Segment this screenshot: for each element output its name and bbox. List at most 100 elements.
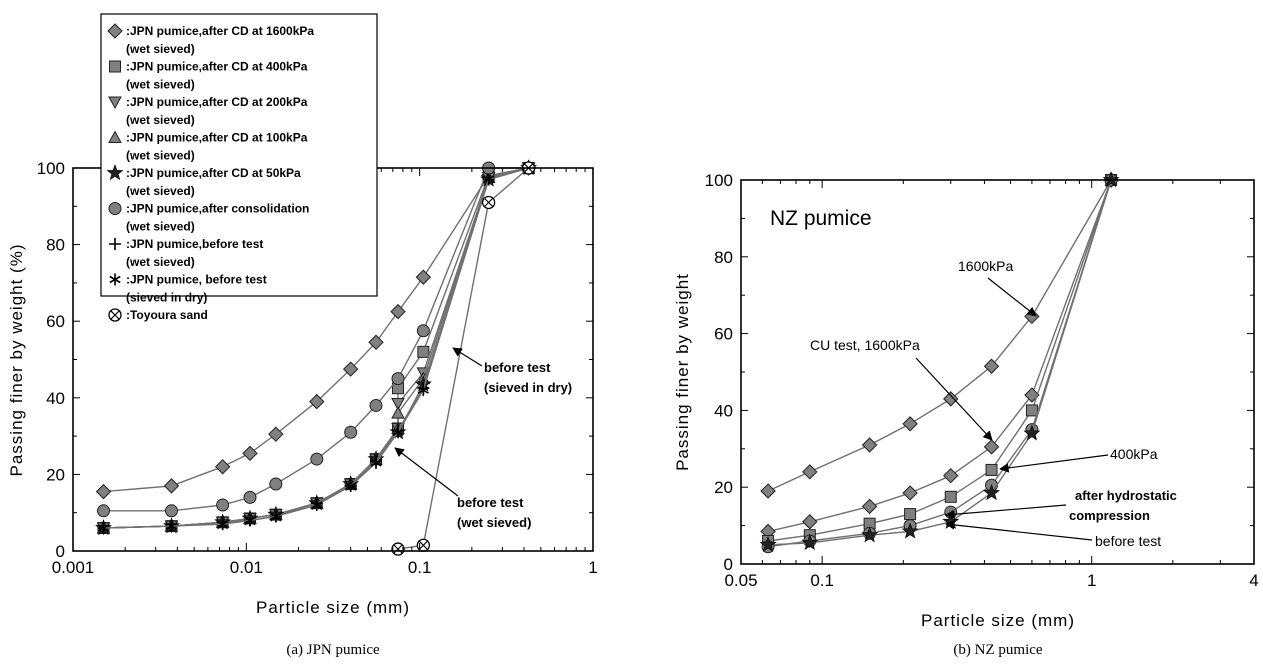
chart-a-series-0-point-7 [368,334,384,350]
chart-b-series-0 [760,172,1119,499]
chart-b-series-4-point-0 [759,535,777,552]
annotation-before-test-arrow [945,520,1093,541]
legend-marker-8-cross [110,310,120,320]
chart-a-ytick-label-3: 60 [46,312,65,331]
chart-a-series-3-point-9 [391,406,405,419]
chart-b-series-0-point-3 [902,416,918,432]
legend-entry-6: :JPN pumice,before test (wet sieved) [109,237,263,269]
chart-a-series-8-point-0-cross [393,544,403,554]
annotation-dry-line1: before test [484,360,551,375]
chart-a-series-8-point-2 [481,195,496,210]
legend-label-1: :JPN pumice,after CD at 400kPa [126,60,308,74]
chart-a-series-7-point-6 [345,479,357,492]
annotation-hydrostatic-arrow [945,504,1067,520]
chart-a-series-8-point-1-cross [418,540,428,550]
legend-label-5-line2: (wet sieved) [126,220,195,234]
chart-a-series-5-point-9 [416,324,430,338]
chart-b-series-0-point-6 [1024,308,1040,325]
chart-a-series-2-point-9 [391,398,405,411]
chart-b-series-0-line [767,179,1112,492]
legend-label-8: :Toyoura sand [126,308,208,322]
chart-a-series-5-point-8 [391,372,405,386]
chart-a-series-0-line [103,167,529,493]
chart-a-series-7-point-10 [483,173,495,186]
chart-b-xtick-label-0: 0.05 [724,571,757,590]
legend-label-3: :JPN pumice,after CD at 100kPa [126,131,308,145]
chart-b-annotations: 1600kPa CU test, 1600kPa 400kPa after hy… [810,258,1177,549]
chart-a-series-0-point-8 [390,303,406,320]
chart-a-series-8-line [397,167,530,550]
annotation-dry-line2: (sieved in dry) [484,380,572,395]
chart-a-series-1-point-10 [417,345,430,358]
chart-a-ytick-label-2: 40 [46,389,65,408]
chart-a-series-0-point-0 [95,483,112,500]
legend-marker-8 [108,308,122,322]
chart-a-series-7-point-1 [165,520,178,533]
chart-b-ylabel: Passing finer by weight [673,273,692,471]
chart-b-ytick-label-4: 80 [714,248,733,267]
legend-label-6-line2: (wet sieved) [126,255,195,269]
legend-label-7-line2: (sieved in dry) [126,291,207,305]
annotation-hydrostatic-line1: after hydrostatic [1075,488,1177,503]
annotation-hydrostatic-line2: compression [1069,508,1150,523]
chart-a-ytick-label-1: 20 [46,465,65,484]
chart-a-series-7-point-0 [97,522,110,535]
chart-b-series-4-point-2 [861,526,879,543]
chart-a-series-0-point-2 [214,459,231,475]
chart-a-series-7-point-9 [417,384,429,397]
chart-b-series-2-point-5 [985,463,998,476]
legend-box [100,13,378,297]
chart-a-series-7-point-8 [392,426,404,439]
chart-a-ytick-label-0: 0 [56,542,65,561]
chart-a-series-0-point-6 [342,361,359,377]
chart-b-series-4-point-4 [942,512,960,529]
legend-marker-1 [109,60,121,73]
chart-a-series-5-point-6 [344,425,358,439]
annotation-1600kpa: 1600kPa [958,258,1013,274]
chart-b-series-2-point-3 [904,508,917,521]
legend-entry-1: :JPN pumice,after CD at 400kPa (wet sieve… [109,60,308,92]
chart-b-series-1-point-1 [802,514,818,530]
legend-marker-4 [106,164,124,181]
chart-a-series-8-point-2-cross [484,197,494,208]
chart-b-series-4-point-3 [901,522,919,539]
legend-label-2-line2: (wet sieved) [126,113,195,127]
chart-a-xlabel: Particle size (mm) [256,598,410,617]
chart-a-ytick-label-4: 80 [46,236,65,255]
annotation-cu-test: CU test, 1600kPa [810,337,920,353]
legend-label-7: :JPN pumice, before test [126,273,267,287]
chart-a-series-0-point-5 [309,393,325,410]
legend-marker-6 [109,238,121,250]
chart-b-plot-area [759,171,1120,554]
legend-label-6: :JPN pumice,before test [126,237,263,251]
annotation-wet-arrow [394,447,459,497]
chart-b-series-4-point-6 [1023,424,1041,441]
chart-a-series-8-point-0 [391,542,405,556]
chart-a-xtick-label-2: 0.1 [408,558,432,577]
chart-a-series-0-point-3 [242,445,258,462]
chart-a-series-5-point-4 [269,477,283,491]
annotation-400kpa: 400kPa [1110,446,1158,462]
chart-b-series-3 [761,173,1118,554]
chart-b-series-2-point-4 [944,490,957,503]
chart-b-series-0-point-1 [802,464,818,480]
chart-b-series-4-point-1 [801,534,819,551]
chart-a-xtick-label-1: 0.01 [230,558,263,577]
chart-b-series-0-point-4 [943,391,959,407]
legend-label-1-line2: (wet sieved) [126,78,195,92]
chart-b-ytick-label-1: 20 [714,478,733,497]
chart-a-series-8-point-1 [416,538,430,552]
chart-a-series-7-line [103,167,529,529]
chart-b-series-1-point-3 [902,485,918,501]
chart-b-series-4-point-5 [983,484,1000,501]
chart-b-series-1-point-2 [861,498,878,515]
chart-b-series-2-point-6 [1025,404,1038,417]
legend-marker-7 [109,273,121,286]
annotation-wet-line1: before test [457,495,524,510]
legend-entry-3: :JPN pumice,after CD at 100kPa (wet sieve… [108,130,308,163]
chart-a-caption: (a) JPN pumice [286,642,380,658]
chart-b-series-0-point-2 [861,437,878,453]
legend-entry-4: :JPN pumice,after CD at 50kPa (wet sieved… [106,164,301,198]
legend-marker-5 [108,202,122,215]
legend-label-4-line2: (wet sieved) [126,184,195,198]
